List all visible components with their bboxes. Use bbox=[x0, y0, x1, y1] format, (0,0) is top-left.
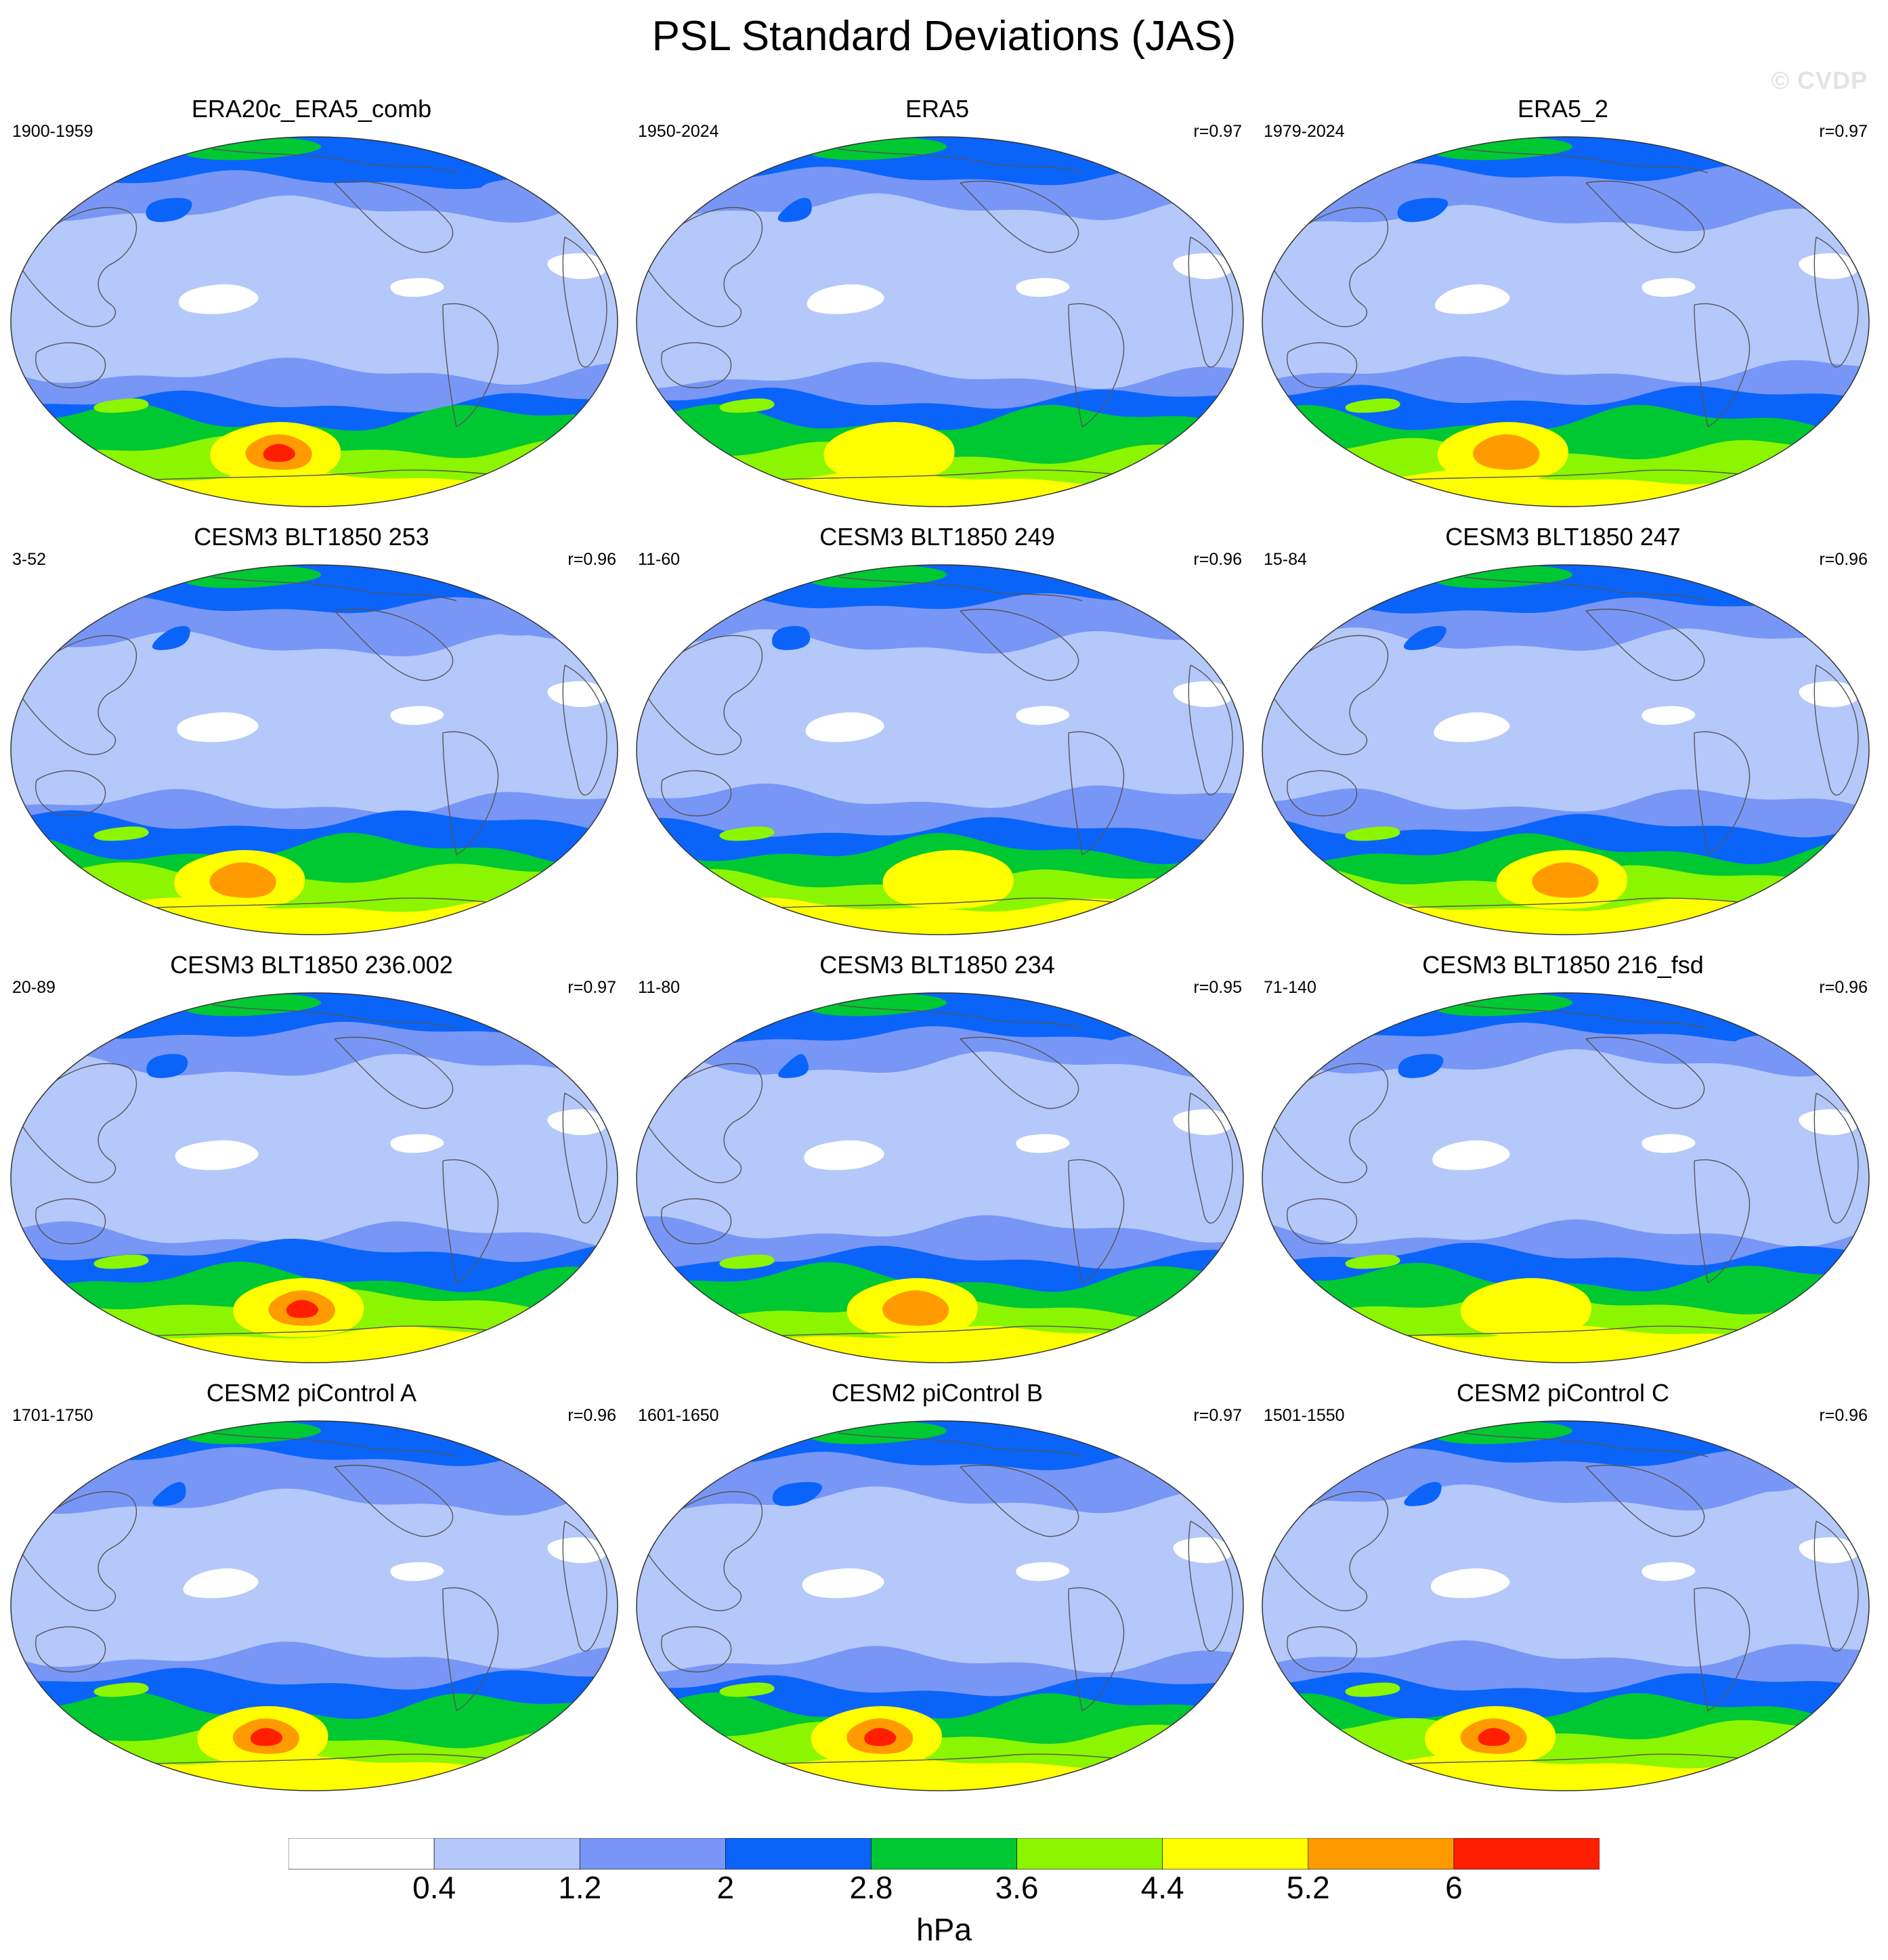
colorbar-swatch bbox=[433, 1838, 580, 1870]
panel-title: CESM3 BLT1850 247 bbox=[1445, 523, 1681, 551]
panel-correlation: r=0.97 bbox=[1193, 1406, 1242, 1425]
panel-years: 1900-1959 bbox=[12, 122, 93, 141]
colorbar-tick-label: 1.2 bbox=[558, 1870, 602, 1905]
map-robinson-projection bbox=[636, 992, 1244, 1363]
map-robinson-projection bbox=[10, 136, 618, 507]
map-robinson-projection bbox=[636, 1420, 1244, 1791]
colorbar-tick-label: 2.8 bbox=[849, 1870, 893, 1905]
panel-title: CESM3 BLT1850 216_fsd bbox=[1422, 951, 1704, 979]
panel-years: 1950-2024 bbox=[638, 122, 719, 141]
map-robinson-projection bbox=[10, 564, 618, 935]
panel-title: CESM3 BLT1850 236.002 bbox=[170, 951, 453, 979]
map-panel: CESM3 BLT1850 234 11-80 r=0.95 bbox=[626, 951, 1249, 1371]
panel-correlation: r=0.95 bbox=[1193, 978, 1242, 997]
panel-correlation: r=0.96 bbox=[1819, 978, 1868, 997]
map-panel: ERA5_2 1979-2024 r=0.97 bbox=[1251, 95, 1874, 515]
colorbar-swatch bbox=[1453, 1838, 1600, 1870]
panel-years: 1979-2024 bbox=[1264, 122, 1345, 141]
map-robinson-projection bbox=[1262, 992, 1870, 1363]
panel-years: 1601-1650 bbox=[638, 1406, 719, 1425]
colorbar-tick-label: 0.4 bbox=[412, 1870, 456, 1905]
colorbar-swatch bbox=[1308, 1838, 1455, 1870]
colorbar-tick-label: 2 bbox=[716, 1870, 735, 1905]
colorbar bbox=[288, 1838, 1600, 1870]
colorbar-tick-label: 3.6 bbox=[995, 1870, 1039, 1905]
map-robinson-projection bbox=[1262, 564, 1870, 935]
panel-years: 20-89 bbox=[12, 978, 56, 997]
colorbar-swatch bbox=[579, 1838, 726, 1870]
panel-title: CESM2 piControl B bbox=[831, 1379, 1044, 1407]
map-panel: CESM2 piControl C 1501-1550 r=0.96 bbox=[1251, 1379, 1874, 1799]
panel-years: 11-60 bbox=[638, 550, 681, 569]
panel-correlation: r=0.97 bbox=[1193, 122, 1242, 141]
map-panel: CESM3 BLT1850 249 11-60 r=0.96 bbox=[626, 523, 1249, 943]
map-panel: ERA5 1950-2024 r=0.97 bbox=[626, 95, 1249, 515]
watermark-logo: © CVDP bbox=[1771, 66, 1868, 94]
panel-years: 11-80 bbox=[638, 978, 681, 997]
panel-title: CESM3 BLT1850 253 bbox=[194, 523, 429, 551]
colorbar-swatch bbox=[288, 1838, 435, 1870]
panel-correlation: r=0.96 bbox=[567, 550, 616, 569]
colorbar-swatch bbox=[871, 1838, 1017, 1870]
colorbar-swatch bbox=[1162, 1838, 1309, 1870]
panel-title: CESM2 piControl A bbox=[206, 1379, 417, 1407]
colorbar-units: hPa bbox=[916, 1912, 972, 1947]
figure-title: PSL Standard Deviations (JAS) bbox=[651, 13, 1237, 60]
colorbar-swatch bbox=[725, 1838, 872, 1870]
map-panel: CESM3 BLT1850 253 3-52 r=0.96 bbox=[0, 523, 623, 943]
map-robinson-projection bbox=[636, 136, 1244, 507]
map-panel: ERA20c_ERA5_comb 1900-1959 bbox=[0, 95, 623, 515]
colorbar-swatch bbox=[1016, 1838, 1163, 1870]
map-robinson-projection bbox=[10, 992, 618, 1363]
map-robinson-projection bbox=[10, 1420, 618, 1791]
map-panel: CESM3 BLT1850 216_fsd 71-140 r=0.96 bbox=[1251, 951, 1874, 1371]
panel-title: ERA5_2 bbox=[1517, 95, 1609, 123]
map-panel: CESM2 piControl A 1701-1750 r=0.96 bbox=[0, 1379, 623, 1799]
panel-title: ERA5 bbox=[905, 95, 970, 123]
panel-years: 71-140 bbox=[1264, 978, 1316, 997]
map-panel: CESM3 BLT1850 247 15-84 r=0.96 bbox=[1251, 523, 1874, 943]
panel-correlation: r=0.96 bbox=[1819, 1406, 1868, 1425]
panel-title: CESM2 piControl C bbox=[1456, 1379, 1670, 1407]
panel-correlation: r=0.96 bbox=[1193, 550, 1242, 569]
map-panel: CESM2 piControl B 1601-1650 r=0.97 bbox=[626, 1379, 1249, 1799]
map-panel: CESM3 BLT1850 236.002 20-89 r=0.97 bbox=[0, 951, 623, 1371]
map-robinson-projection bbox=[636, 564, 1244, 935]
panel-correlation: r=0.96 bbox=[1819, 550, 1868, 569]
panel-years: 15-84 bbox=[1264, 550, 1307, 569]
colorbar-tick-label: 6 bbox=[1445, 1870, 1463, 1905]
colorbar-tick-label: 4.4 bbox=[1140, 1870, 1184, 1905]
map-robinson-projection bbox=[1262, 1420, 1870, 1791]
panel-years: 1501-1550 bbox=[1264, 1406, 1345, 1425]
panel-title: CESM3 BLT1850 234 bbox=[819, 951, 1055, 979]
panel-correlation: r=0.96 bbox=[567, 1406, 616, 1425]
map-robinson-projection bbox=[1262, 136, 1870, 507]
colorbar-tick-label: 5.2 bbox=[1286, 1870, 1330, 1905]
panel-years: 3-52 bbox=[12, 550, 47, 569]
panel-title: CESM3 BLT1850 249 bbox=[819, 523, 1055, 551]
panel-title: ERA20c_ERA5_comb bbox=[191, 95, 432, 123]
panel-years: 1701-1750 bbox=[12, 1406, 93, 1425]
panel-correlation: r=0.97 bbox=[567, 978, 616, 997]
panel-correlation: r=0.97 bbox=[1819, 122, 1868, 141]
